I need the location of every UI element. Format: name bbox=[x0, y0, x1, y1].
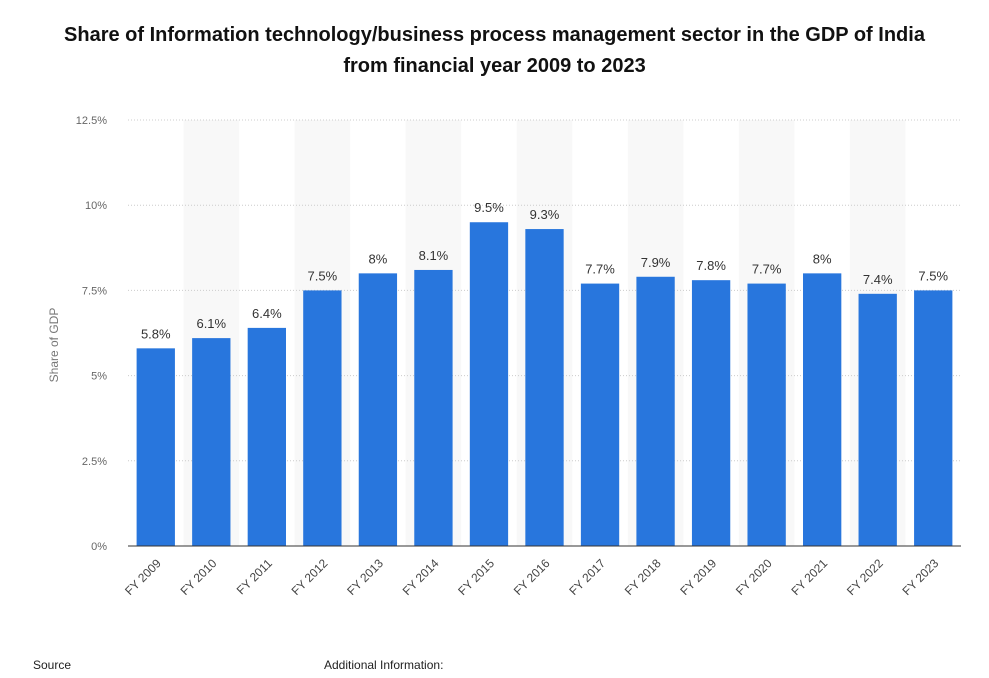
x-tick-label: FY 2017 bbox=[566, 556, 608, 598]
bar[interactable] bbox=[469, 222, 509, 547]
source-label[interactable]: Source bbox=[33, 658, 72, 672]
chart-title: Share of Information technology/business… bbox=[64, 24, 925, 77]
bar[interactable] bbox=[747, 283, 786, 546]
data-label: 6.1% bbox=[196, 316, 226, 331]
data-label: 7.7% bbox=[585, 262, 615, 277]
y-axis-ticks: 0% 2.5% 5% 7.5% 10% 12.5% bbox=[76, 115, 107, 553]
data-label: 7.4% bbox=[863, 272, 893, 287]
data-label: 5.8% bbox=[141, 326, 171, 341]
x-tick-label: FY 2018 bbox=[622, 556, 664, 598]
x-tick-label: FY 2020 bbox=[733, 556, 775, 598]
x-tick-label: FY 2022 bbox=[844, 556, 886, 598]
bar[interactable] bbox=[636, 276, 675, 546]
additional-info-label[interactable]: Additional Information: bbox=[324, 658, 444, 672]
x-tick-label: FY 2013 bbox=[344, 556, 386, 598]
data-label: 8.1% bbox=[419, 248, 449, 263]
data-label: 7.5% bbox=[308, 268, 338, 283]
bar[interactable] bbox=[247, 327, 286, 546]
bar[interactable] bbox=[803, 273, 842, 546]
bar[interactable] bbox=[691, 280, 731, 546]
data-labels: 5.8% 6.1% 6.4% 7.5% 8% 8.1% 9.5% 9.3% 7.7% 7.9% 7.… bbox=[141, 200, 949, 341]
data-label: 9.5% bbox=[474, 200, 504, 215]
data-label: 8% bbox=[369, 251, 388, 266]
y-tick-label: 7.5% bbox=[82, 285, 107, 297]
data-label: 8% bbox=[813, 251, 832, 266]
bar[interactable] bbox=[136, 348, 175, 546]
x-tick-label: FY 2023 bbox=[900, 556, 942, 598]
y-tick-label: 5% bbox=[91, 371, 107, 383]
bar-chart: 0% 2.5% 5% 7.5% 10% 12.5% 5.8% 6.1% 6.4% 7.5% 8% 8… bbox=[47, 115, 961, 598]
y-tick-label: 2.5% bbox=[82, 456, 107, 468]
bar[interactable] bbox=[525, 229, 564, 546]
data-label: 7.8% bbox=[696, 258, 726, 273]
y-tick-label: 12.5% bbox=[76, 115, 107, 127]
x-tick-label: FY 2010 bbox=[178, 556, 220, 598]
y-axis-title: Share of GDP bbox=[47, 308, 61, 383]
y-tick-label: 10% bbox=[85, 200, 107, 212]
x-tick-label: FY 2009 bbox=[122, 556, 164, 598]
data-label: 7.7% bbox=[752, 262, 782, 277]
x-axis-labels: FY 2009 FY 2010 FY 2011 FY 2012 FY 2013 FY 20… bbox=[122, 556, 942, 598]
bar[interactable] bbox=[358, 273, 398, 546]
bar[interactable] bbox=[858, 293, 897, 546]
x-tick-label: FY 2015 bbox=[455, 556, 497, 598]
x-tick-label: FY 2014 bbox=[400, 556, 442, 598]
data-label: 9.3% bbox=[530, 207, 560, 222]
bar[interactable] bbox=[414, 269, 453, 546]
bar[interactable] bbox=[192, 338, 231, 546]
bar[interactable] bbox=[580, 283, 620, 546]
y-tick-label: 0% bbox=[91, 541, 107, 553]
bar[interactable] bbox=[303, 290, 342, 546]
data-label: 7.9% bbox=[641, 255, 671, 270]
bar[interactable] bbox=[914, 290, 953, 546]
data-label: 7.5% bbox=[918, 268, 948, 283]
data-label: 6.4% bbox=[252, 306, 282, 321]
x-tick-label: FY 2021 bbox=[788, 556, 830, 598]
x-tick-label: FY 2016 bbox=[511, 556, 553, 598]
x-tick-label: FY 2012 bbox=[289, 556, 331, 598]
x-tick-label: FY 2019 bbox=[677, 556, 719, 598]
bars bbox=[136, 222, 953, 547]
x-tick-label: FY 2011 bbox=[234, 556, 275, 597]
